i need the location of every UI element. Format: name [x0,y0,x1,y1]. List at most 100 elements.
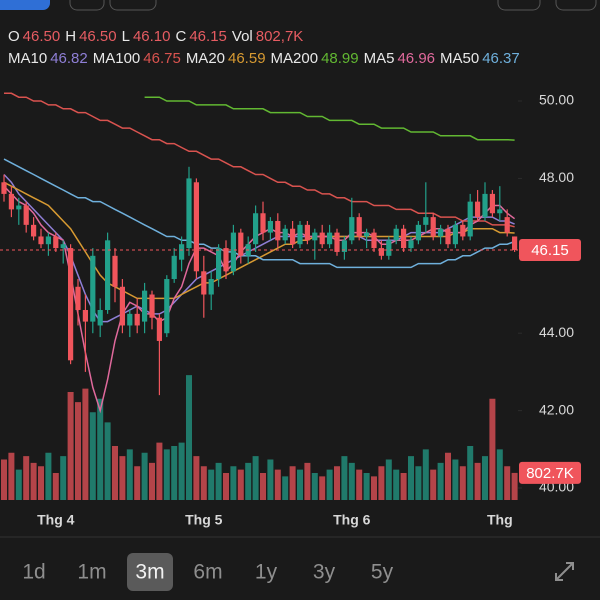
candle-body [186,178,192,249]
candle-body [297,224,303,245]
candle-body [119,286,125,326]
candle-body [127,313,133,326]
candle-body [349,217,355,241]
legend-label: MA200 [270,50,319,67]
volume-bar [371,476,377,500]
volume-bar [445,452,451,500]
volume-bar [119,456,126,500]
volume-bar [89,412,96,500]
candle-body [364,232,370,237]
legend-label: MA20 [185,50,225,67]
candle-body [238,232,244,256]
volume-bar [415,466,422,500]
top-button[interactable] [555,0,597,11]
volume-bar [112,446,118,500]
candle-body [60,244,66,249]
range-button[interactable]: 6m [193,561,222,584]
volume-bar [385,459,392,500]
volume-bar [60,456,67,500]
range-button[interactable]: 3m [135,561,164,584]
candle-body [290,228,296,245]
legend-value: 46.59 [228,50,266,67]
volume-bar [482,456,488,500]
candle-body [408,240,414,249]
y-tick-label: 50.00 [539,92,574,108]
ohlc-value: 46.50 [22,28,61,45]
top-button[interactable] [109,0,157,11]
candle-body [201,271,207,295]
volume-bar [422,449,429,500]
candle-body [1,182,7,194]
ohlc-label: C [175,28,187,45]
volume-bar [134,466,141,500]
ohlc-label: L [121,28,130,45]
candle-body [97,309,103,326]
y-tick-label: 42.00 [539,401,574,417]
volume-bar [200,466,207,500]
candle-body [415,224,421,241]
range-button[interactable]: 3y [313,561,336,584]
volume-bar [245,462,252,500]
expand-icon[interactable] [555,562,574,581]
top-button[interactable] [0,0,50,10]
volume-bar [252,456,259,500]
range-button[interactable]: 1d [22,561,45,584]
volume-bar [193,456,200,500]
range-selected-bg [127,553,173,591]
ohlc-value: 46.50 [79,28,117,45]
candle-body [386,240,392,256]
candle-body [208,279,214,295]
volume-bar [334,466,340,500]
volume-bar [393,469,400,500]
candle-body [467,201,473,237]
candle-body [504,217,510,233]
candle-body [260,213,266,233]
volume-bar [274,469,281,500]
candle-body [312,232,318,241]
volume-bar [319,476,326,500]
top-button[interactable] [497,0,541,11]
legend-label: MA10 [8,50,48,67]
candle-body [304,224,310,241]
y-tick-label: 44.00 [539,324,574,340]
legend-label: MA5 [363,50,395,67]
candle-body [445,228,451,245]
volume-bar [511,472,518,500]
candle-body [230,232,236,272]
candle-body [134,313,140,326]
volume-label: 802.7K [526,465,574,482]
volume-bar [378,466,385,500]
volume-bar [223,473,229,500]
range-button[interactable]: 1m [77,561,106,584]
volume-bar [141,452,148,500]
volume-bar [504,466,511,500]
volume-bar [97,398,104,500]
candle-body [164,279,170,334]
volume-bar [489,398,496,500]
volume-bar [156,442,163,500]
candle-body [105,240,111,310]
range-button[interactable]: 5y [371,561,394,584]
ma-row: MA10 46.82 MA100 46.75 MA20 46.59 MA200 48.99 MA… [8,48,525,70]
candle-body [193,182,199,272]
candle-body [475,201,481,218]
volume-bar [215,462,222,500]
x-tick-label: Thg 4 [37,512,75,528]
volume-bar [208,469,215,500]
volume-bar [348,462,355,500]
top-button[interactable] [69,0,105,11]
volume-bar [297,469,303,500]
candle-body [460,224,466,237]
candle-body [53,236,59,249]
volume-bar [289,466,296,500]
candle-body [327,232,333,245]
candle-body [341,240,347,252]
legend-value: 46.75 [143,50,181,67]
volume-bar [356,469,363,500]
volume-bar [171,446,178,500]
range-button[interactable]: 1y [255,561,278,584]
volume-bar [496,449,503,500]
volume-bar [186,375,192,500]
